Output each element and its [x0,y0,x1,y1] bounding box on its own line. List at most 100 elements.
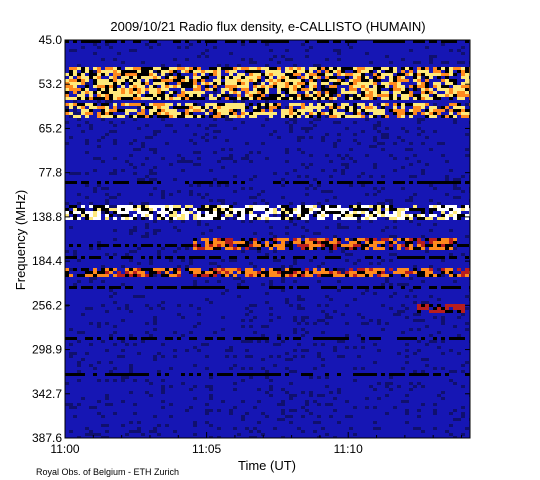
heatmap-cell [429,40,433,43]
heatmap-cell [213,70,217,73]
heatmap-cell [105,208,109,211]
heatmap-cell [377,214,381,217]
heatmap-cell [405,79,409,82]
heatmap-cell [293,115,297,118]
heatmap-cell [189,337,193,340]
heatmap-cell [389,217,393,220]
heatmap-cell [225,244,229,247]
heatmap-cell [237,337,241,340]
heatmap-cell [185,46,189,49]
heatmap-cell [65,73,69,76]
heatmap-cell [209,208,213,211]
heatmap-cell [449,412,453,415]
heatmap-cell [293,241,297,244]
heatmap-cell [161,214,165,217]
heatmap-cell [297,217,301,220]
heatmap-cell [393,40,397,43]
heatmap-cell [317,109,321,112]
heatmap-cell [465,373,469,376]
heatmap-cell [305,271,309,274]
heatmap-cell [437,373,441,376]
heatmap-cell [141,244,145,247]
heatmap-cell [165,337,169,340]
heatmap-cell [433,94,437,97]
heatmap-cell [325,244,329,247]
heatmap-cell [197,271,201,274]
heatmap-cell [373,139,377,142]
heatmap-cell [221,271,225,274]
heatmap-cell [377,130,381,133]
heatmap-cell [397,211,401,214]
heatmap-cell [101,244,105,247]
heatmap-cell [289,214,293,217]
heatmap-cell [461,310,465,313]
heatmap-cell [381,40,385,43]
heatmap-cell [261,40,265,43]
heatmap-cell [361,103,365,106]
heatmap-cell [109,205,113,208]
heatmap-cell [281,196,285,199]
heatmap-cell [149,181,153,184]
heatmap-cell [197,247,201,250]
heatmap-cell [265,64,269,67]
y-tick-label: 184.4 [32,254,62,268]
heatmap-cell [113,217,117,220]
heatmap-cell [157,94,161,97]
heatmap-cell [173,115,177,118]
heatmap-cell [377,142,381,145]
heatmap-cell [165,256,169,259]
heatmap-cell [129,91,133,94]
heatmap-cell [261,67,265,70]
heatmap-cell [393,406,397,409]
heatmap-cell [397,283,401,286]
heatmap-cell [441,67,445,70]
heatmap-cell [169,79,173,82]
heatmap-cell [213,247,217,250]
heatmap-cell [165,109,169,112]
heatmap-cell [213,109,217,112]
heatmap-cell [277,85,281,88]
heatmap-cell [161,400,165,403]
heatmap-cell [77,193,81,196]
heatmap-cell [257,271,261,274]
heatmap-cell [421,82,425,85]
heatmap-cell [357,67,361,70]
heatmap-cell [217,160,221,163]
heatmap-cell [289,91,293,94]
heatmap-cell [129,154,133,157]
heatmap-cell [161,112,165,115]
heatmap-cell [425,70,429,73]
heatmap-cell [461,73,465,76]
heatmap-cell [129,85,133,88]
heatmap-cell [113,412,117,415]
heatmap-cell [301,97,305,100]
heatmap-cell [277,268,281,271]
heatmap-cell [349,427,353,430]
heatmap-cell [93,103,97,106]
heatmap-cell [253,79,257,82]
heatmap-cell [457,286,461,289]
heatmap-cell [77,274,81,277]
heatmap-cell [281,178,285,181]
heatmap-cell [153,319,157,322]
heatmap-cell [349,268,353,271]
heatmap-cell [253,427,257,430]
heatmap-cell [369,94,373,97]
heatmap-cell [217,286,221,289]
heatmap-cell [297,148,301,151]
heatmap-cell [161,211,165,214]
heatmap-cell [333,286,337,289]
heatmap-cell [393,67,397,70]
heatmap-cell [349,115,353,118]
heatmap-cell [297,214,301,217]
heatmap-cell [305,76,309,79]
heatmap-cell [137,76,141,79]
heatmap-cell [321,94,325,97]
heatmap-cell [317,106,321,109]
heatmap-cell [229,109,233,112]
heatmap-cell [377,121,381,124]
heatmap-cell [109,109,113,112]
heatmap-cell [193,433,197,436]
heatmap-cell [405,274,409,277]
heatmap-cell [241,319,245,322]
